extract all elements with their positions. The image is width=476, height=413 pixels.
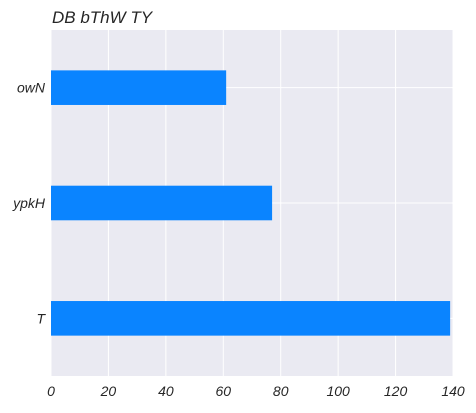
x-tick-label: 80: [273, 383, 289, 399]
x-tick-label: 0: [47, 383, 55, 399]
chart-title: DB bThW TY: [52, 8, 154, 27]
x-tick-label: 140: [441, 383, 465, 399]
y-tick-label: owN: [17, 80, 46, 96]
x-tick-label: 60: [215, 383, 231, 399]
x-tick-label: 120: [384, 383, 408, 399]
y-tick-label: T: [36, 310, 46, 326]
x-tick-label: 100: [326, 383, 350, 399]
bars: [51, 70, 451, 336]
bar-owN: [51, 70, 227, 105]
y-tick-labels: owN ypkH T: [12, 80, 46, 327]
y-tick-label: ypkH: [12, 195, 46, 211]
bar-ypkH: [51, 185, 273, 221]
x-tick-label: 40: [158, 383, 174, 399]
x-tick-label: 20: [100, 383, 117, 399]
x-tick-labels: 0 20 40 60 80 100 120 140: [47, 383, 465, 399]
bar-T: [51, 301, 451, 336]
